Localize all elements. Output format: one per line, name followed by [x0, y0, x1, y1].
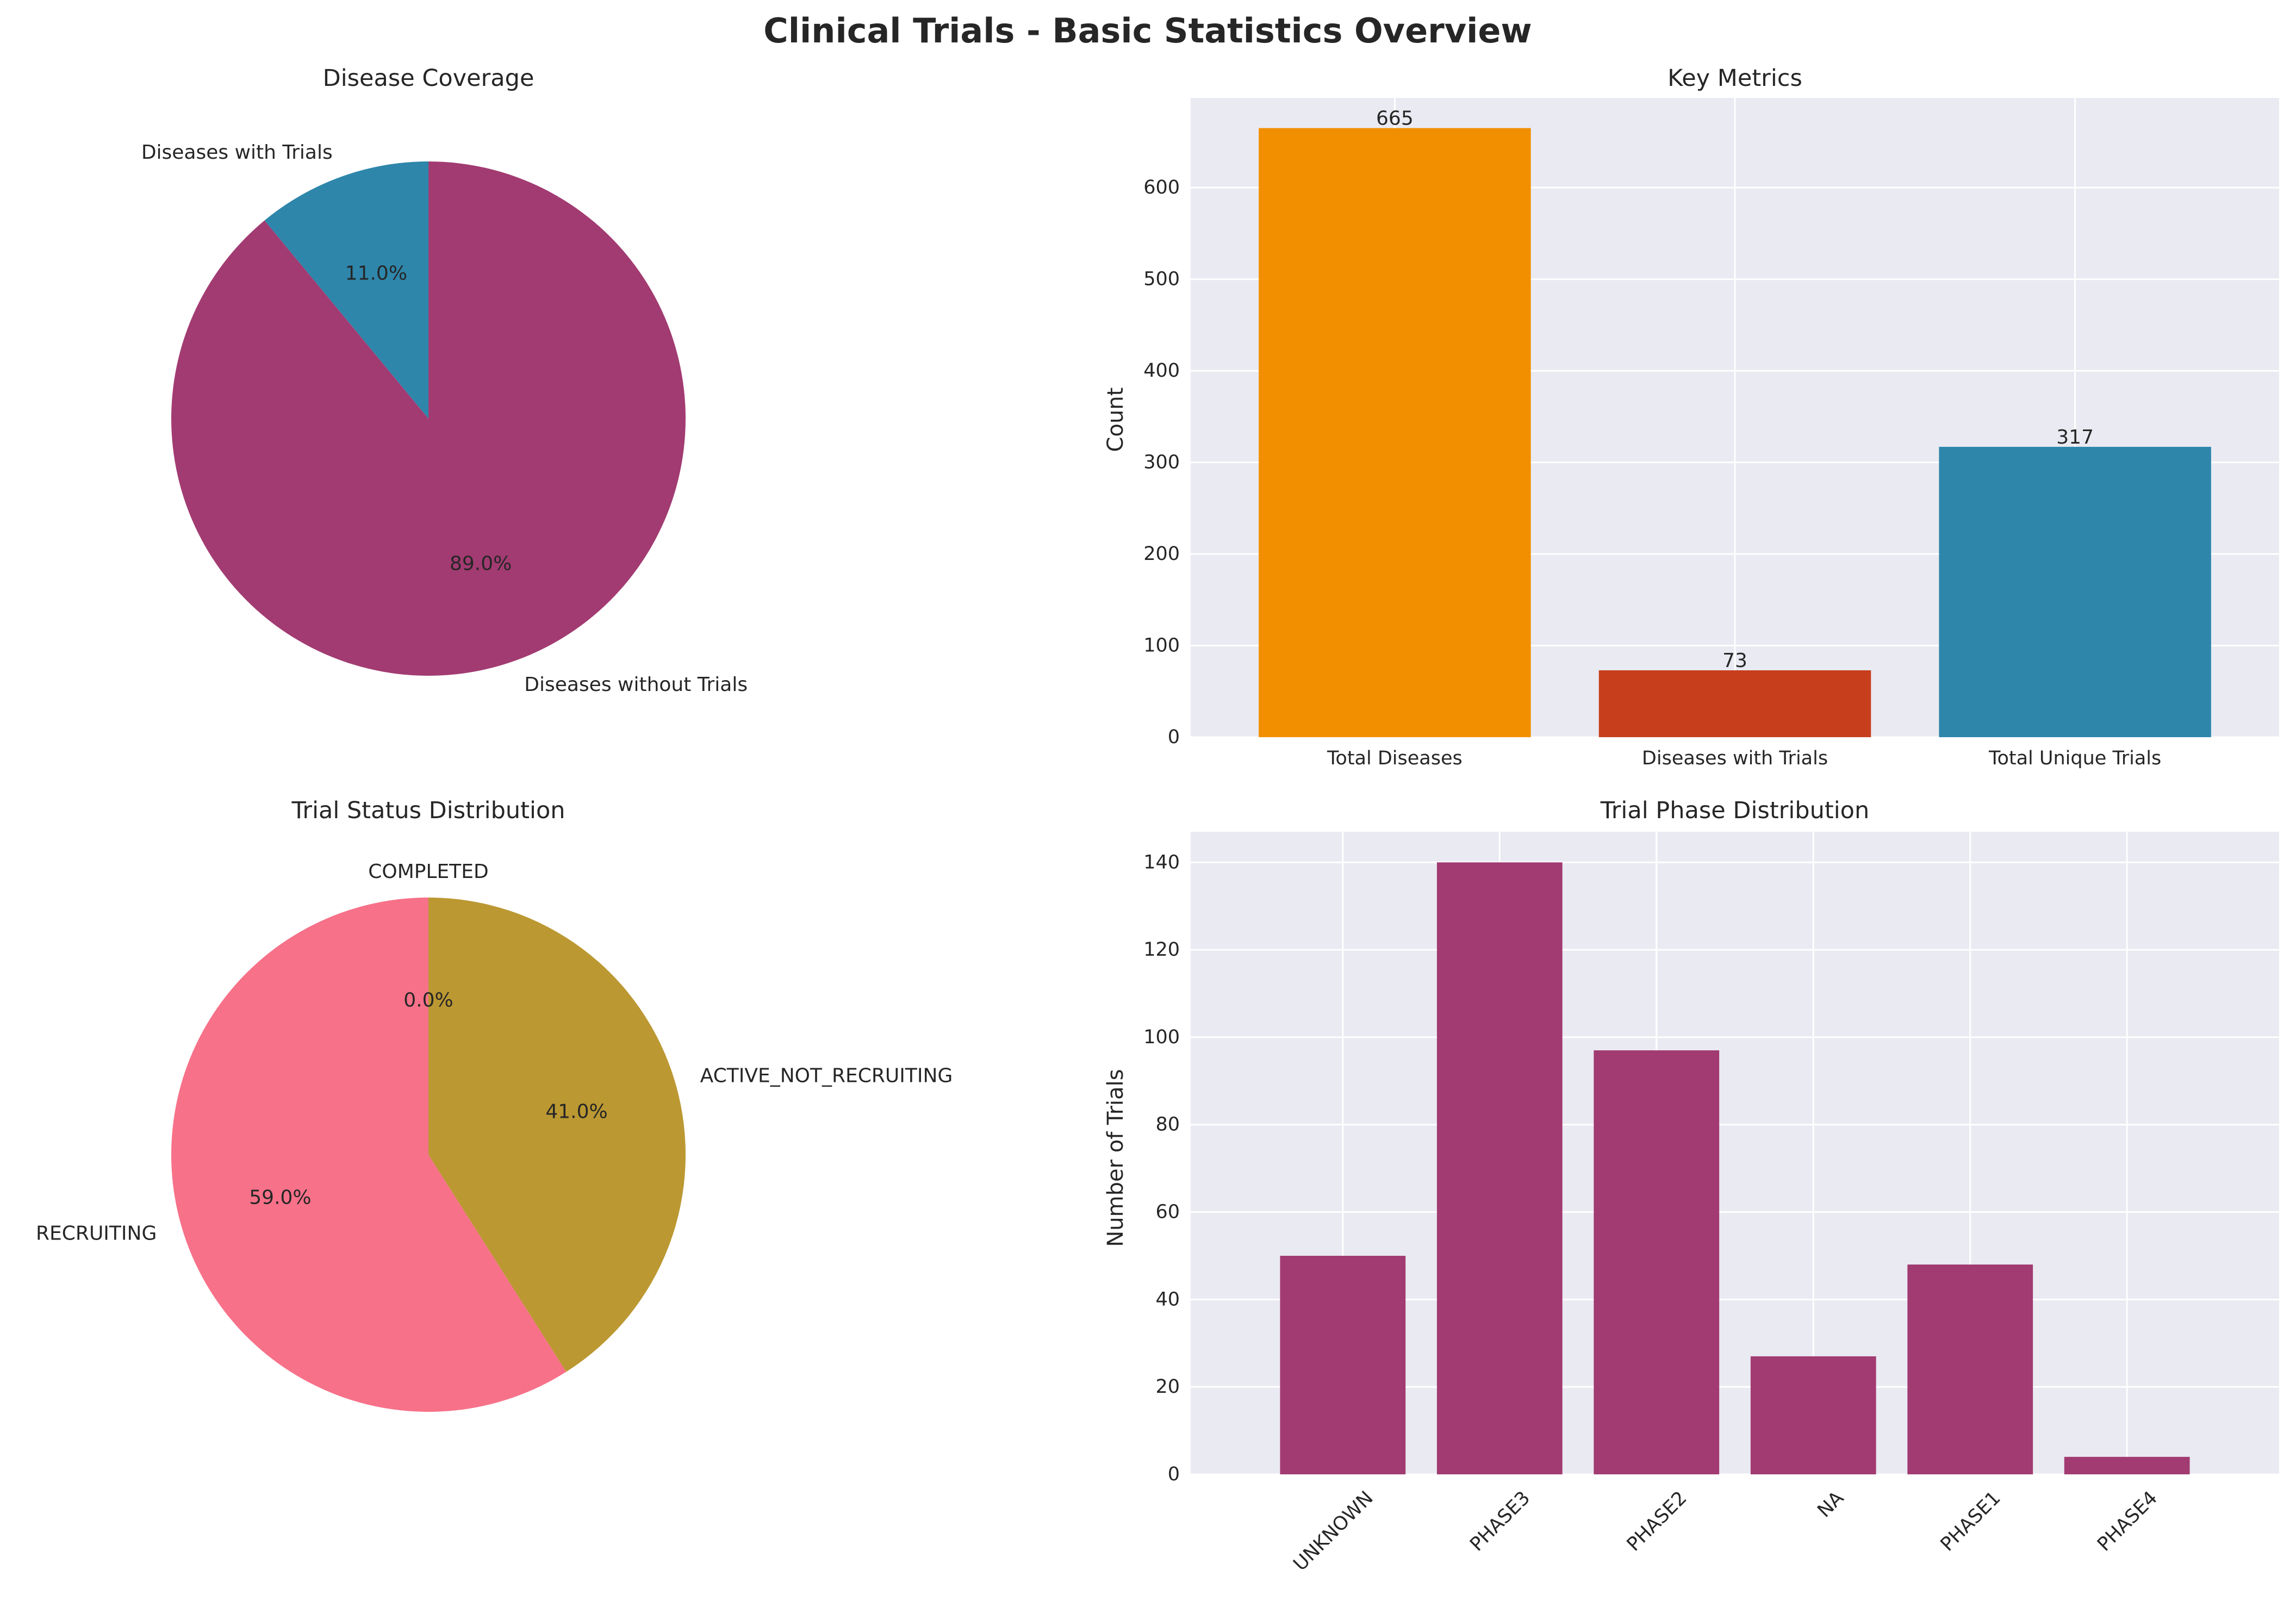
- figure-title: Clinical Trials - Basic Statistics Overv…: [763, 11, 1532, 51]
- bar-total-unique-trials: [1939, 446, 2211, 737]
- y-tick-label: 0: [1168, 726, 1180, 748]
- bar-na: [1750, 1356, 1876, 1474]
- trial-phase-bar-chart: Trial Phase Distribution Number of Trial…: [1103, 797, 2279, 1575]
- bar-phase2: [1594, 1050, 1720, 1474]
- key-metrics-title: Key Metrics: [1667, 65, 1802, 92]
- bar-value-label: 317: [2056, 426, 2094, 449]
- y-tick-label: 20: [1155, 1376, 1180, 1398]
- bar-phase1: [1907, 1265, 2033, 1474]
- y-tick-label: 300: [1143, 452, 1180, 474]
- y-tick-label: 600: [1143, 177, 1180, 198]
- y-tick-label: 140: [1143, 851, 1180, 873]
- pie-label-diseases-without-trials: Diseases without Trials: [524, 674, 748, 696]
- pie-slice-recruiting: [171, 898, 567, 1412]
- x-tick-label: PHASE1: [1937, 1487, 2005, 1556]
- x-tick-label: UNKNOWN: [1290, 1487, 1378, 1575]
- y-tick-label: 60: [1155, 1201, 1180, 1223]
- x-tick-label: PHASE3: [1466, 1487, 1534, 1556]
- pie-pct-recruiting: 59.0%: [249, 1187, 311, 1209]
- bar-diseases-with-trials: [1598, 670, 1871, 737]
- pie-label-active-not-recruiting: ACTIVE_NOT_RECRUITING: [700, 1064, 953, 1087]
- pie-pct-active-not-recruiting: 41.0%: [545, 1100, 607, 1123]
- y-tick-label: 80: [1155, 1114, 1180, 1136]
- key-metrics-ylabel: Count: [1103, 388, 1128, 452]
- trial-phase-ylabel: Number of Trials: [1103, 1069, 1128, 1247]
- pie-slice-diseases-with-trials: [264, 161, 428, 419]
- pie-label-completed: COMPLETED: [368, 861, 489, 883]
- y-tick-label: 100: [1143, 635, 1180, 657]
- trial-status-title: Trial Status Distribution: [291, 797, 565, 824]
- bar-total-diseases: [1259, 128, 1531, 737]
- disease-coverage-title: Disease Coverage: [323, 65, 534, 92]
- x-tick-label: NA: [1813, 1487, 1848, 1522]
- key-metrics-bar-chart: Key Metrics Count 0 100 200 300 400 500 600 665…: [1103, 65, 2279, 769]
- bar-phase3: [1436, 862, 1563, 1474]
- bar-unknown: [1280, 1255, 1406, 1474]
- x-tick-label: PHASE4: [2093, 1487, 2162, 1556]
- pie-slice-active-not-recruiting: [428, 898, 686, 1372]
- x-tick-label: PHASE2: [1623, 1487, 1691, 1556]
- trial-phase-title: Trial Phase Distribution: [1600, 797, 1869, 824]
- pie-label-diseases-with-trials: Diseases with Trials: [141, 141, 333, 164]
- pie-pct-diseases-with-trials: 11.0%: [345, 262, 407, 284]
- bar-value-label: 665: [1376, 108, 1414, 130]
- y-tick-label: 100: [1143, 1026, 1180, 1048]
- y-tick-label: 40: [1155, 1288, 1180, 1310]
- bar-value-label: 73: [1722, 650, 1747, 672]
- x-tick-label: Diseases with Trials: [1642, 748, 1828, 769]
- y-tick-label: 500: [1143, 269, 1180, 290]
- y-tick-label: 400: [1143, 360, 1180, 382]
- pie-slice-diseases-without-trials: [171, 161, 686, 676]
- x-tick-label: Total Unique Trials: [1988, 748, 2161, 769]
- pie-pct-diseases-without-trials: 89.0%: [450, 553, 512, 575]
- trial-status-pie: Trial Status Distribution COMPLETED 0.0% R…: [36, 797, 953, 1412]
- x-tick-label: Total Diseases: [1327, 748, 1463, 769]
- y-tick-label: 120: [1143, 939, 1180, 961]
- bar-phase4: [2064, 1456, 2190, 1474]
- pie-pct-completed: 0.0%: [403, 989, 453, 1012]
- pie-label-recruiting: RECRUITING: [36, 1223, 157, 1245]
- disease-coverage-pie: Disease Coverage Diseases with Trials 11.…: [141, 65, 748, 696]
- y-tick-label: 200: [1143, 543, 1180, 565]
- y-tick-label: 0: [1168, 1463, 1180, 1485]
